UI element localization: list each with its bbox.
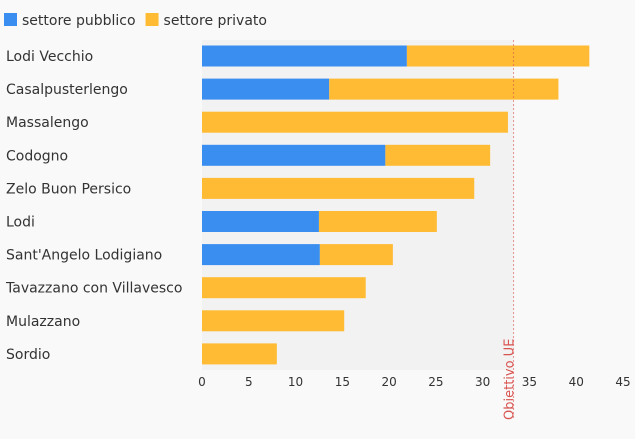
- x-tick-label: 0: [198, 375, 206, 389]
- legend: settore pubblico settore privato: [4, 13, 267, 29]
- legend-label-0: settore pubblico: [22, 13, 136, 29]
- bar-2-1: [202, 111, 508, 133]
- x-tick-label: 5: [245, 375, 253, 389]
- category-label: Casalpusterlengo: [6, 82, 128, 98]
- category-label: Zelo Buon Persico: [6, 181, 131, 197]
- legend-label-1: settore privato: [164, 13, 267, 29]
- x-tick-label: 20: [381, 375, 396, 389]
- bar-6-1: [319, 244, 393, 266]
- bar-6-0: [202, 244, 320, 266]
- bar-8-1: [202, 310, 345, 332]
- bar-5-0: [202, 211, 319, 232]
- category-label: Lodi: [6, 215, 35, 231]
- category-label: Lodi Vecchio: [6, 49, 93, 65]
- reference-line-label: Obiettivo UE: [503, 339, 518, 420]
- category-label: Tavazzano con Villavesco: [5, 281, 182, 297]
- bar-0-1: [406, 45, 590, 67]
- legend-swatch-0: [4, 13, 17, 26]
- reference-line-group: Obiettivo UE: [503, 40, 518, 420]
- x-tick-label: 10: [288, 375, 303, 389]
- category-label: Codogno: [6, 148, 68, 164]
- category-label: Sant'Angelo Lodigiano: [6, 248, 162, 264]
- bar-0-0: [202, 45, 407, 67]
- category-labels: Lodi Vecchio Casalpusterlengo Massalengo Co…: [5, 49, 182, 363]
- x-tick-label: 25: [428, 375, 443, 389]
- bars-group: [202, 45, 590, 365]
- category-label: Mulazzano: [6, 314, 80, 330]
- x-axis-ticks: 0 5 10 15 20 25 30 35 40 45: [198, 375, 630, 389]
- x-tick-label: 35: [522, 375, 537, 389]
- bar-1-0: [202, 78, 330, 100]
- x-tick-label: 40: [569, 375, 584, 389]
- category-label: Sordio: [6, 347, 50, 363]
- x-tick-label: 30: [475, 375, 490, 389]
- bar-4-1: [202, 177, 475, 199]
- bar-3-0: [202, 144, 386, 166]
- x-tick-label: 45: [615, 375, 630, 389]
- x-tick-label: 15: [335, 375, 350, 389]
- category-label: Massalengo: [6, 115, 89, 131]
- bar-7-1: [202, 277, 366, 299]
- bar-1-1: [329, 78, 559, 100]
- bar-5-1: [318, 211, 437, 232]
- bar-9-1: [202, 343, 277, 365]
- bar-3-1: [385, 144, 491, 166]
- legend-swatch-1: [145, 13, 159, 26]
